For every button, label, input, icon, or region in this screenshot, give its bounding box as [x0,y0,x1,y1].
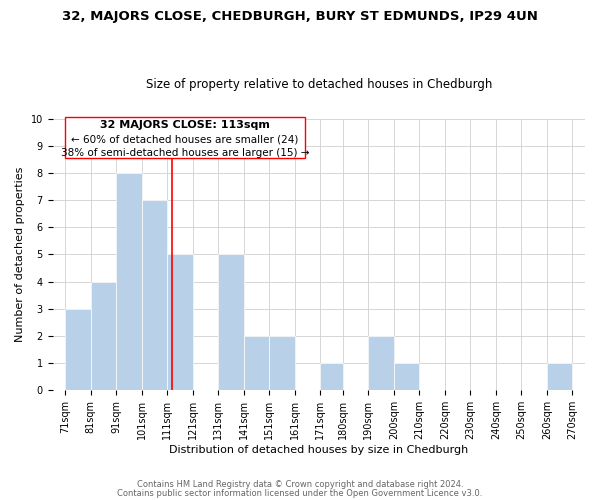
Bar [167,254,193,390]
Bar [244,336,269,390]
Bar [368,336,394,390]
Bar [320,363,343,390]
Text: ← 60% of detached houses are smaller (24): ← 60% of detached houses are smaller (24… [71,135,299,145]
Text: 38% of semi-detached houses are larger (15) →: 38% of semi-detached houses are larger (… [61,148,309,158]
Bar [269,336,295,390]
Bar [65,309,91,390]
Bar [394,363,419,390]
Text: 32, MAJORS CLOSE, CHEDBURGH, BURY ST EDMUNDS, IP29 4UN: 32, MAJORS CLOSE, CHEDBURGH, BURY ST EDM… [62,10,538,23]
Text: Contains HM Land Registry data © Crown copyright and database right 2024.: Contains HM Land Registry data © Crown c… [137,480,463,489]
Bar [91,282,116,391]
Bar [218,254,244,390]
Title: Size of property relative to detached houses in Chedburgh: Size of property relative to detached ho… [146,78,492,91]
Y-axis label: Number of detached properties: Number of detached properties [15,167,25,342]
X-axis label: Distribution of detached houses by size in Chedburgh: Distribution of detached houses by size … [169,445,469,455]
Text: 32 MAJORS CLOSE: 113sqm: 32 MAJORS CLOSE: 113sqm [100,120,270,130]
Text: Contains public sector information licensed under the Open Government Licence v3: Contains public sector information licen… [118,488,482,498]
Bar [547,363,572,390]
Bar [116,173,142,390]
FancyBboxPatch shape [65,117,305,158]
Bar [142,200,167,390]
